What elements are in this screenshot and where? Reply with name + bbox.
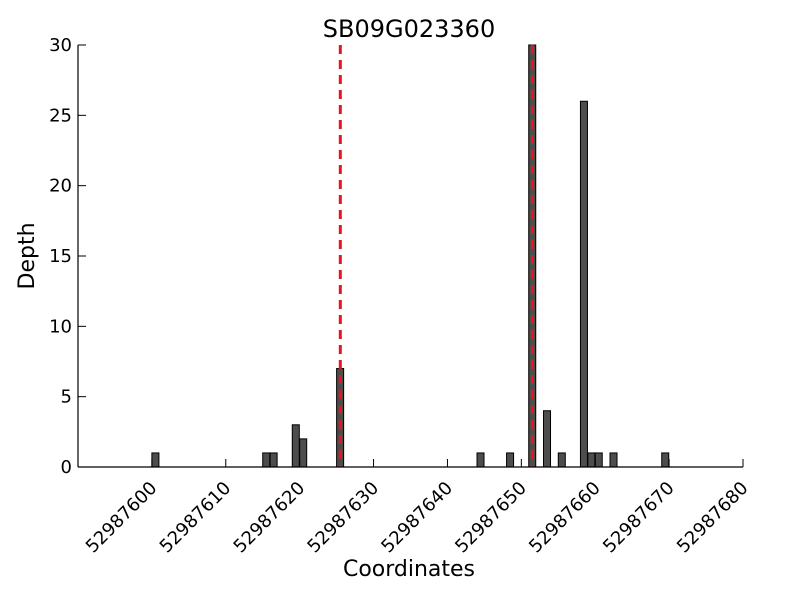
y-axis-label: Depth [15,222,40,289]
x-tick-label: 52987620 [230,478,310,558]
bar [557,452,566,468]
x-tick-label: 52987600 [82,478,162,558]
y-tick-label: 15 [49,246,72,267]
y-tick-label: 10 [49,316,72,337]
bar [476,452,485,468]
x-tick-label: 52987640 [377,478,457,558]
x-tick-label: 52987680 [673,478,753,558]
bar [291,424,300,468]
x-tick-label: 52987670 [599,478,679,558]
bar [506,452,515,468]
y-tick-label: 5 [61,387,72,408]
plot-area: 0510152025305298760052987610529876205298… [49,35,752,557]
bar [661,452,670,468]
y-tick-label: 0 [61,457,72,478]
bar [609,452,618,468]
bar [587,452,596,468]
x-tick-label: 52987650 [451,478,531,558]
bar [543,410,552,468]
y-tick-label: 20 [49,176,72,197]
bar [262,452,271,468]
chart-title: SB09G023360 [323,15,495,43]
bar [579,100,588,468]
bar [151,452,160,468]
bar [299,438,308,468]
bar [269,452,278,468]
x-tick-label: 52987630 [303,478,383,558]
x-tick-label: 52987660 [525,478,605,558]
x-tick-label: 52987610 [156,478,236,558]
bar [594,452,603,468]
x-axis-label: Coordinates [343,557,475,582]
y-tick-label: 25 [49,105,72,126]
y-tick-label: 30 [49,35,72,56]
